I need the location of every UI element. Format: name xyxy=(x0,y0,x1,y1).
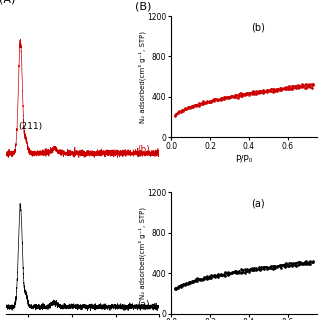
Text: (a): (a) xyxy=(251,199,265,209)
Text: (A): (A) xyxy=(0,0,15,4)
Text: (b): (b) xyxy=(251,23,265,33)
Text: (211): (211) xyxy=(19,122,43,131)
X-axis label: P/P₀: P/P₀ xyxy=(235,154,253,163)
Y-axis label: N₂ adsorbed(cm³ g⁻¹, STP): N₂ adsorbed(cm³ g⁻¹, STP) xyxy=(138,207,146,299)
Text: (a): (a) xyxy=(137,300,150,309)
Y-axis label: N₂ adsorbed(cm³ g⁻¹, STP): N₂ adsorbed(cm³ g⁻¹, STP) xyxy=(138,31,146,123)
Text: (B): (B) xyxy=(135,1,151,11)
Text: (b): (b) xyxy=(137,145,150,154)
